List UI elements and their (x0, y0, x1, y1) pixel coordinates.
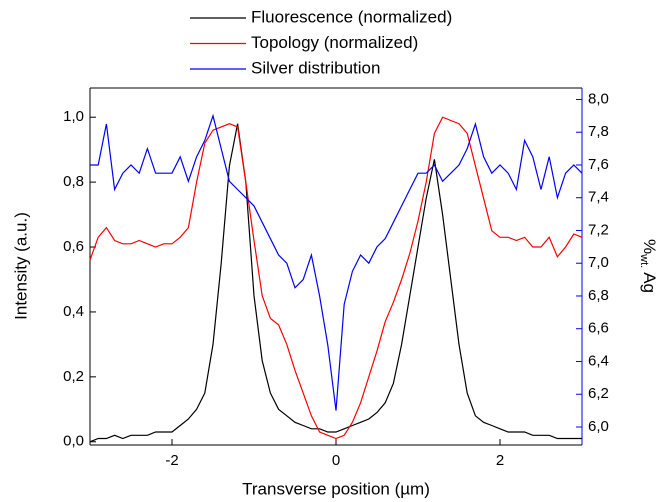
y-tick-label: 0,2 (63, 368, 84, 385)
y-tick-label: 0,8 (63, 173, 84, 190)
y2-tick-label: 6,8 (588, 287, 609, 304)
y2-label-prefix: % (640, 239, 659, 254)
x-axis-label: Transverse position (µm) (242, 479, 430, 498)
y2-tick-label: 7,8 (588, 123, 609, 140)
y2-tick-label: 7,2 (588, 221, 609, 238)
series-line (90, 113, 583, 411)
series-line (89, 116, 583, 440)
y2-tick-label: 7,6 (588, 156, 609, 173)
y2-axis-label: %wt. Ag (638, 239, 658, 293)
y2-label-subscript: wt. (638, 253, 650, 268)
y-axis-label: Intensity (a.u.) (11, 212, 30, 320)
legend-label: Fluorescence (normalized) (251, 7, 452, 26)
y2-tick-label: 8,0 (588, 90, 609, 107)
x-tick-label: -2 (165, 452, 178, 469)
series-line (89, 123, 582, 443)
y2-tick-label: 7,0 (588, 254, 609, 271)
x-tick-label: 0 (332, 452, 340, 469)
y2-tick-label: 6,6 (588, 320, 609, 337)
y-tick-label: 0,0 (63, 433, 84, 450)
y2-tick-label: 7,4 (588, 189, 609, 206)
y2-tick-label: 6,0 (588, 418, 609, 435)
y2-tick-label: 6,2 (588, 385, 609, 402)
legend-label: Silver distribution (251, 58, 380, 77)
x-tick-label: 2 (496, 452, 504, 469)
y2-tick-label: 6,4 (588, 352, 609, 369)
y-tick-label: 1,0 (63, 108, 84, 125)
y2-label-suffix: Ag (640, 272, 659, 293)
y-tick-label: 0,4 (63, 303, 84, 320)
y-tick-label: 0,6 (63, 238, 84, 255)
legend-label: Topology (normalized) (251, 33, 418, 52)
